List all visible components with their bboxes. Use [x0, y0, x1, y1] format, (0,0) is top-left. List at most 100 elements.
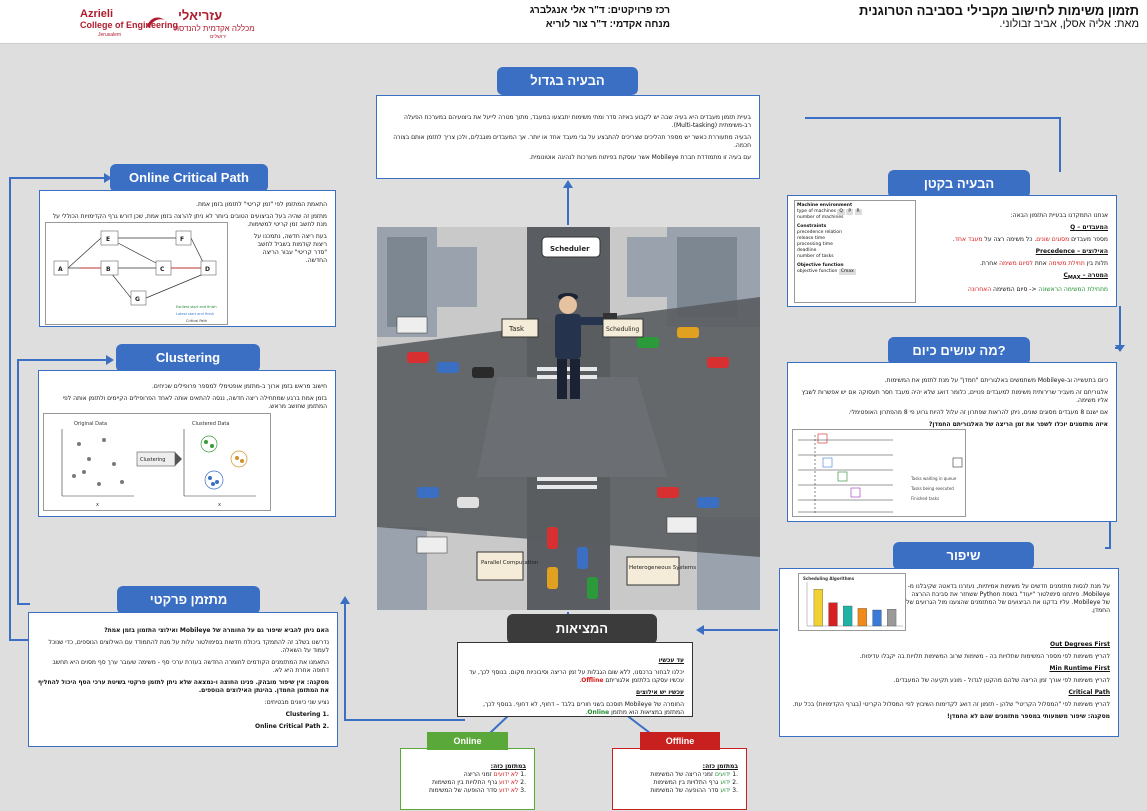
form-c1: precedence relation: [797, 230, 842, 235]
scheduler-illustration: Scheduler Task Scheduling Parallel Compu…: [377, 227, 760, 610]
goal-text: מתחילת המשימה הראשונה <- סיום המשימה האח…: [923, 286, 1108, 294]
logo-he-sub: מכללה אקדמית להנדסה: [174, 24, 255, 33]
graph-node-label: G: [135, 296, 140, 303]
practical-text-3: התאמנו את המתזמנים הקודמים לחומרה החדשה …: [52, 659, 329, 674]
poster-title-block: תזמון משימות לחישוב מקבילי בסביבה הטרוגנ…: [719, 3, 1139, 30]
graph-node-label: A: [58, 266, 63, 273]
poster-header: Azrieli College of Engineering Jerusalem…: [0, 0, 1147, 44]
small-problem-intro: אנחנו התמקדנו בבעיית התזמון הבאה:: [1010, 212, 1108, 219]
graph-node-label: F: [180, 236, 184, 243]
off-1b: זמני הריצה של המשימות: [650, 771, 714, 778]
form-c3: processing time: [797, 242, 833, 247]
now-a: החומרה של Mobileye תוסכם בשני חורים בלבד…: [483, 701, 684, 716]
clustering-heading: Clustering: [116, 344, 260, 372]
logo-swoosh-icon: [147, 17, 165, 28]
clustering-text-2: בזמן אמת ברגע שמתחילה ריצה חדשה, ננסה לה…: [62, 395, 327, 410]
algorithms-bar-chart-svg: Scheduling Algorithms: [803, 576, 903, 627]
ocp-text-2: מתזמן זה שהיה בעל הביצועים הטובים ביותר …: [52, 213, 327, 228]
clustered-data-label: Clustered Data: [192, 421, 229, 427]
ct-b: תחילת משימה: [1048, 260, 1085, 267]
academic-advisor: מנחה אקדמי: ד"ר צור לוריא: [545, 19, 670, 30]
gt-c: <- סיום המשימה: [993, 286, 1037, 294]
clustering-arrow-label: Clustering: [140, 457, 165, 463]
pt-a: מספר מעבדים: [1071, 236, 1108, 243]
big-problem-text-2: הבעיה מתעוררת כאשר יש מספר תהליכים שצריכ…: [393, 134, 751, 149]
logo-en-sub: College of Engineering: [80, 20, 179, 30]
clustering-box: חישוב מראש בזמן ארוך ב-מתזמן אופטימלי למ…: [38, 370, 336, 517]
ocp-text-3: בעת ריצה חדשה, נתמכנו על ריצות קודמות בש…: [253, 233, 327, 264]
critical-path-graph: A B C D E F G Earliest start and finish Latest…: [45, 222, 228, 325]
until-a: יכלנו לבחור ברכסנו, ללא שום הגבלות על זמ…: [469, 669, 684, 684]
chart-title: Scheduling Algorithms: [803, 576, 855, 581]
form-opt-p: P: [846, 209, 854, 215]
form-c5: number of tasks: [797, 254, 834, 259]
today-text-1: כיום בתעשייה וב-Mobileye משתמשים באלגורי…: [884, 377, 1108, 384]
poster-title: תזמון משימות לחישוב מקבילי בסביבה הטרוגנ…: [859, 3, 1139, 18]
gt-d: האחרונה: [967, 286, 992, 294]
practical-li-1: .1 Clustering: [285, 711, 329, 718]
offline-box: במתזמן כזה: .1 ידועים זמני הריצה של המשי…: [612, 748, 747, 810]
processors-title: המעבדים – Q: [1070, 224, 1108, 231]
critical-path-graph-svg: A B C D E F G Earliest start and finish Latest…: [53, 230, 217, 323]
logo-he-city: ירושלים: [210, 34, 227, 40]
ct-a: תלות בין: [1086, 260, 1108, 267]
on-3b: סדר ההופעה של המשימות: [428, 787, 498, 794]
big-problem-heading: הבעיה בגדול: [497, 67, 638, 95]
off-2a: ידוע: [720, 779, 731, 786]
off-3a: ידוע: [720, 787, 731, 794]
scene-hetero-label: Heterogeneous Systems: [629, 565, 696, 571]
chart-bar: [813, 589, 823, 627]
chart-bar: [857, 608, 867, 627]
chart-bar: [828, 602, 838, 627]
off-3b: סדר ההופעה של המשימות: [650, 787, 719, 794]
algorithms-bar-chart: Scheduling Algorithms: [798, 573, 906, 631]
practical-li-2: .2 Online Critical Path: [255, 723, 329, 730]
form-opt-q: Q: [837, 209, 845, 215]
offline-item-3: .3 ידוע סדר ההופעה של המשימות: [650, 787, 738, 794]
problem-form-screenshot: Machine environment type of machines Q P…: [794, 200, 916, 303]
form-o1: objective function: [797, 269, 838, 274]
strategy-2-title: Min Runtime First: [1049, 665, 1110, 672]
small-problem-box: אנחנו התמקדנו בבעיית התזמון הבאה: המעבדי…: [787, 195, 1117, 307]
practical-text-4: מסקנה: אין שיפור מובהק. פנינו החוצה ו-נמ…: [38, 679, 329, 694]
reality-heading: המציאות: [507, 614, 657, 644]
on-1b: זמני הריצה: [463, 771, 492, 778]
pt-d: מעבד אחד: [954, 236, 983, 243]
ocp-heading: Online Critical Path: [110, 164, 268, 192]
practical-text-1: האם ניתן להביא שיפור גם על החומרה של Mob…: [104, 627, 329, 634]
offline-item-1: .1 ידועים זמני הריצה של המשימות: [650, 771, 738, 778]
today-text-3: אם ישנם 8 מעבדים מסוגים שונים, ניתן להרא…: [848, 409, 1108, 416]
greedy-diagram: Tasks waiting in queue Tasks being execu…: [792, 429, 966, 517]
small-problem-heading: הבעיה בקטן: [888, 170, 1030, 198]
offline-head: במתזמן כזה:: [702, 763, 738, 770]
online-item-2: .2 לא ידוע גרף התלויות בין המשימות: [432, 779, 526, 786]
improve-strategies: Out Degrees First להריץ משימות לפי מספר …: [788, 641, 1110, 721]
online-item-1: .1 לא ידועים זמני הריצה: [463, 771, 526, 778]
practical-box: האם ניתן להביא שיפור גם על החומרה של Mob…: [28, 612, 338, 747]
form-c2: release time: [797, 236, 826, 241]
chart-bar: [872, 609, 882, 627]
off-2b: גרף התלויות בין המשימות: [653, 779, 719, 786]
scene-task-label: Task: [508, 325, 525, 333]
greedy-legend-2: Tasks being executed: [910, 486, 954, 491]
strategy-3-text: להריץ משימות לפי "המסלול הקריטי" שלהן - …: [792, 701, 1110, 708]
form-row-number: number of machines: [797, 215, 844, 220]
form-opt-r: R: [854, 209, 862, 215]
poster-authors: מאת: אליה אסלן, אביב זבולוני.: [999, 18, 1139, 30]
form-row-type: type of machines Q P R: [797, 209, 913, 215]
on-1a: לא ידועים: [493, 771, 519, 778]
logo-he-name: עזריאלי: [178, 8, 223, 23]
reality-box: עד עכשיו יכלנו לבחור ברכסנו, ללא שום הגב…: [457, 642, 693, 717]
big-problem-text-3: עם בעיה זו מתמודדת חברת Mobileye אשר עוס…: [529, 154, 751, 161]
ocp-legend-3: Critical Path: [186, 319, 207, 323]
supervisors: רכז פרויקטים: ד"ר אלי אנגלברג מנחה אקדמי…: [480, 4, 670, 32]
clustering-diagram: Original Data Clustered Data Clus: [43, 413, 271, 511]
axis-x-clustered: x: [218, 502, 221, 508]
goal-sub: MAX: [1067, 275, 1081, 282]
ct-e: אחרת.: [979, 260, 998, 267]
strategy-1-text: להריץ משימות לפי מספר המשימות שתלויות בה…: [859, 653, 1110, 660]
ocp-text-3-wrap: בעת ריצה חדשה, נתמכנו על ריצות קודמות בש…: [244, 233, 327, 265]
scene-scheduler-label: Scheduler: [550, 245, 590, 253]
constraints-title: האילוצים – Precedence: [1035, 248, 1108, 255]
